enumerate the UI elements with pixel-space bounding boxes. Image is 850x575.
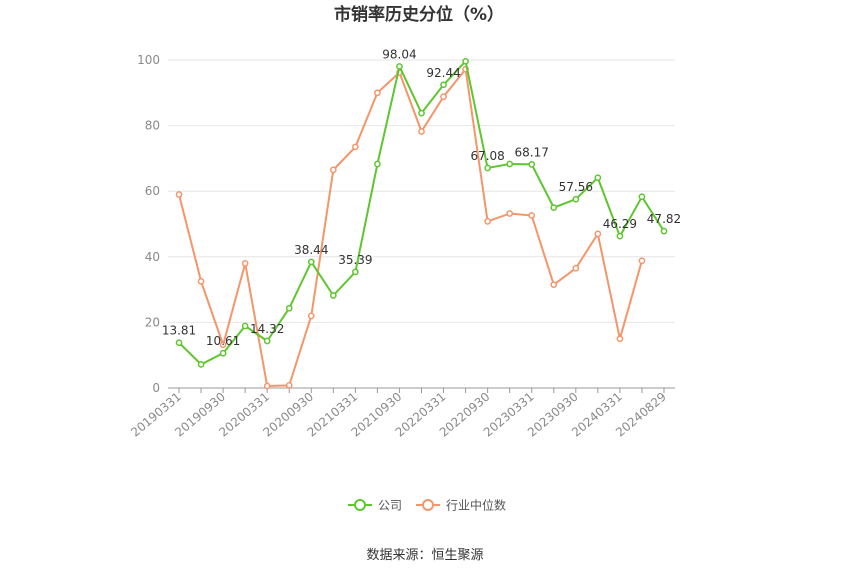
legend-marker [354, 499, 366, 511]
data-label: 67.08 [470, 149, 504, 163]
data-point [594, 230, 602, 238]
data-point [263, 337, 271, 345]
data-point [197, 361, 205, 368]
data-point [638, 257, 646, 265]
y-axis-ticks: 0 20 40 60 80 100 [137, 53, 160, 395]
data-point [484, 164, 491, 172]
grid-lines [168, 59, 675, 323]
data-point [550, 281, 558, 289]
series-industry-median [175, 65, 646, 390]
data-point [175, 339, 183, 347]
series-line [178, 59, 665, 366]
data-label: 14.32 [250, 322, 284, 336]
data-point [374, 160, 381, 168]
data-point [418, 109, 425, 117]
series-layer [175, 57, 668, 390]
data-point [374, 89, 381, 97]
data-point [307, 258, 315, 266]
legend-item-company[interactable]: 公司 [348, 499, 402, 513]
data-point [616, 232, 624, 240]
data-label: 35.39 [338, 253, 372, 267]
data-point [440, 81, 447, 89]
data-point [329, 166, 337, 174]
legend[interactable]: 公司 行业中位数 [348, 498, 506, 513]
chart-title: 市销率历史分位（%） [334, 4, 504, 25]
data-label: 68.17 [515, 145, 549, 159]
legend-label: 公司 [378, 499, 402, 513]
data-point [219, 341, 227, 349]
data-point [616, 335, 624, 343]
data-point [285, 382, 293, 389]
data-point [638, 193, 646, 201]
data-point [550, 204, 558, 211]
y-tick-label: 40 [145, 250, 160, 264]
source-note: 数据来源：恒生聚源 [366, 548, 483, 563]
data-point [462, 57, 469, 65]
data-point [241, 260, 249, 267]
legend-item-industry-median[interactable]: 行业中位数 [416, 498, 506, 513]
data-point [285, 304, 293, 312]
data-label: 47.82 [647, 212, 681, 226]
data-point [175, 191, 183, 198]
data-point [572, 264, 580, 272]
data-point [528, 161, 536, 168]
data-point [572, 195, 580, 203]
data-label: 10.61 [206, 334, 240, 348]
legend-label: 行业中位数 [446, 498, 506, 513]
data-point [352, 143, 359, 151]
x-axis: 2019033120190930202003312020093020210331… [128, 387, 675, 440]
data-label: 46.29 [603, 217, 637, 231]
data-point [352, 268, 359, 276]
data-point [506, 160, 514, 168]
series-company [175, 57, 668, 368]
y-tick-label: 80 [145, 119, 160, 133]
y-tick-label: 60 [145, 184, 160, 198]
data-point [660, 227, 668, 235]
data-point [197, 278, 205, 285]
data-point [219, 349, 227, 357]
data-label: 57.56 [559, 180, 593, 194]
data-point [528, 212, 536, 219]
data-point [484, 218, 491, 225]
data-label: 38.44 [294, 243, 328, 257]
data-point [263, 382, 271, 390]
data-point [329, 292, 337, 299]
data-label: 92.44 [426, 66, 460, 80]
y-tick-label: 20 [145, 315, 160, 329]
data-point [241, 322, 249, 330]
legend-marker [422, 499, 434, 511]
data-point [418, 128, 425, 135]
data-labels: 13.81 10.61 14.32 38.44 35.39 98.04 92.44 67.08… [162, 47, 681, 348]
data-label: 13.81 [162, 324, 196, 338]
data-point [506, 210, 514, 217]
data-point [396, 63, 403, 70]
y-tick-label: 0 [152, 381, 160, 395]
data-point [594, 174, 602, 182]
y-tick-label: 100 [137, 53, 160, 67]
data-point [307, 312, 315, 320]
data-label: 98.04 [382, 47, 416, 61]
series-line [178, 66, 643, 388]
data-point [440, 93, 447, 101]
